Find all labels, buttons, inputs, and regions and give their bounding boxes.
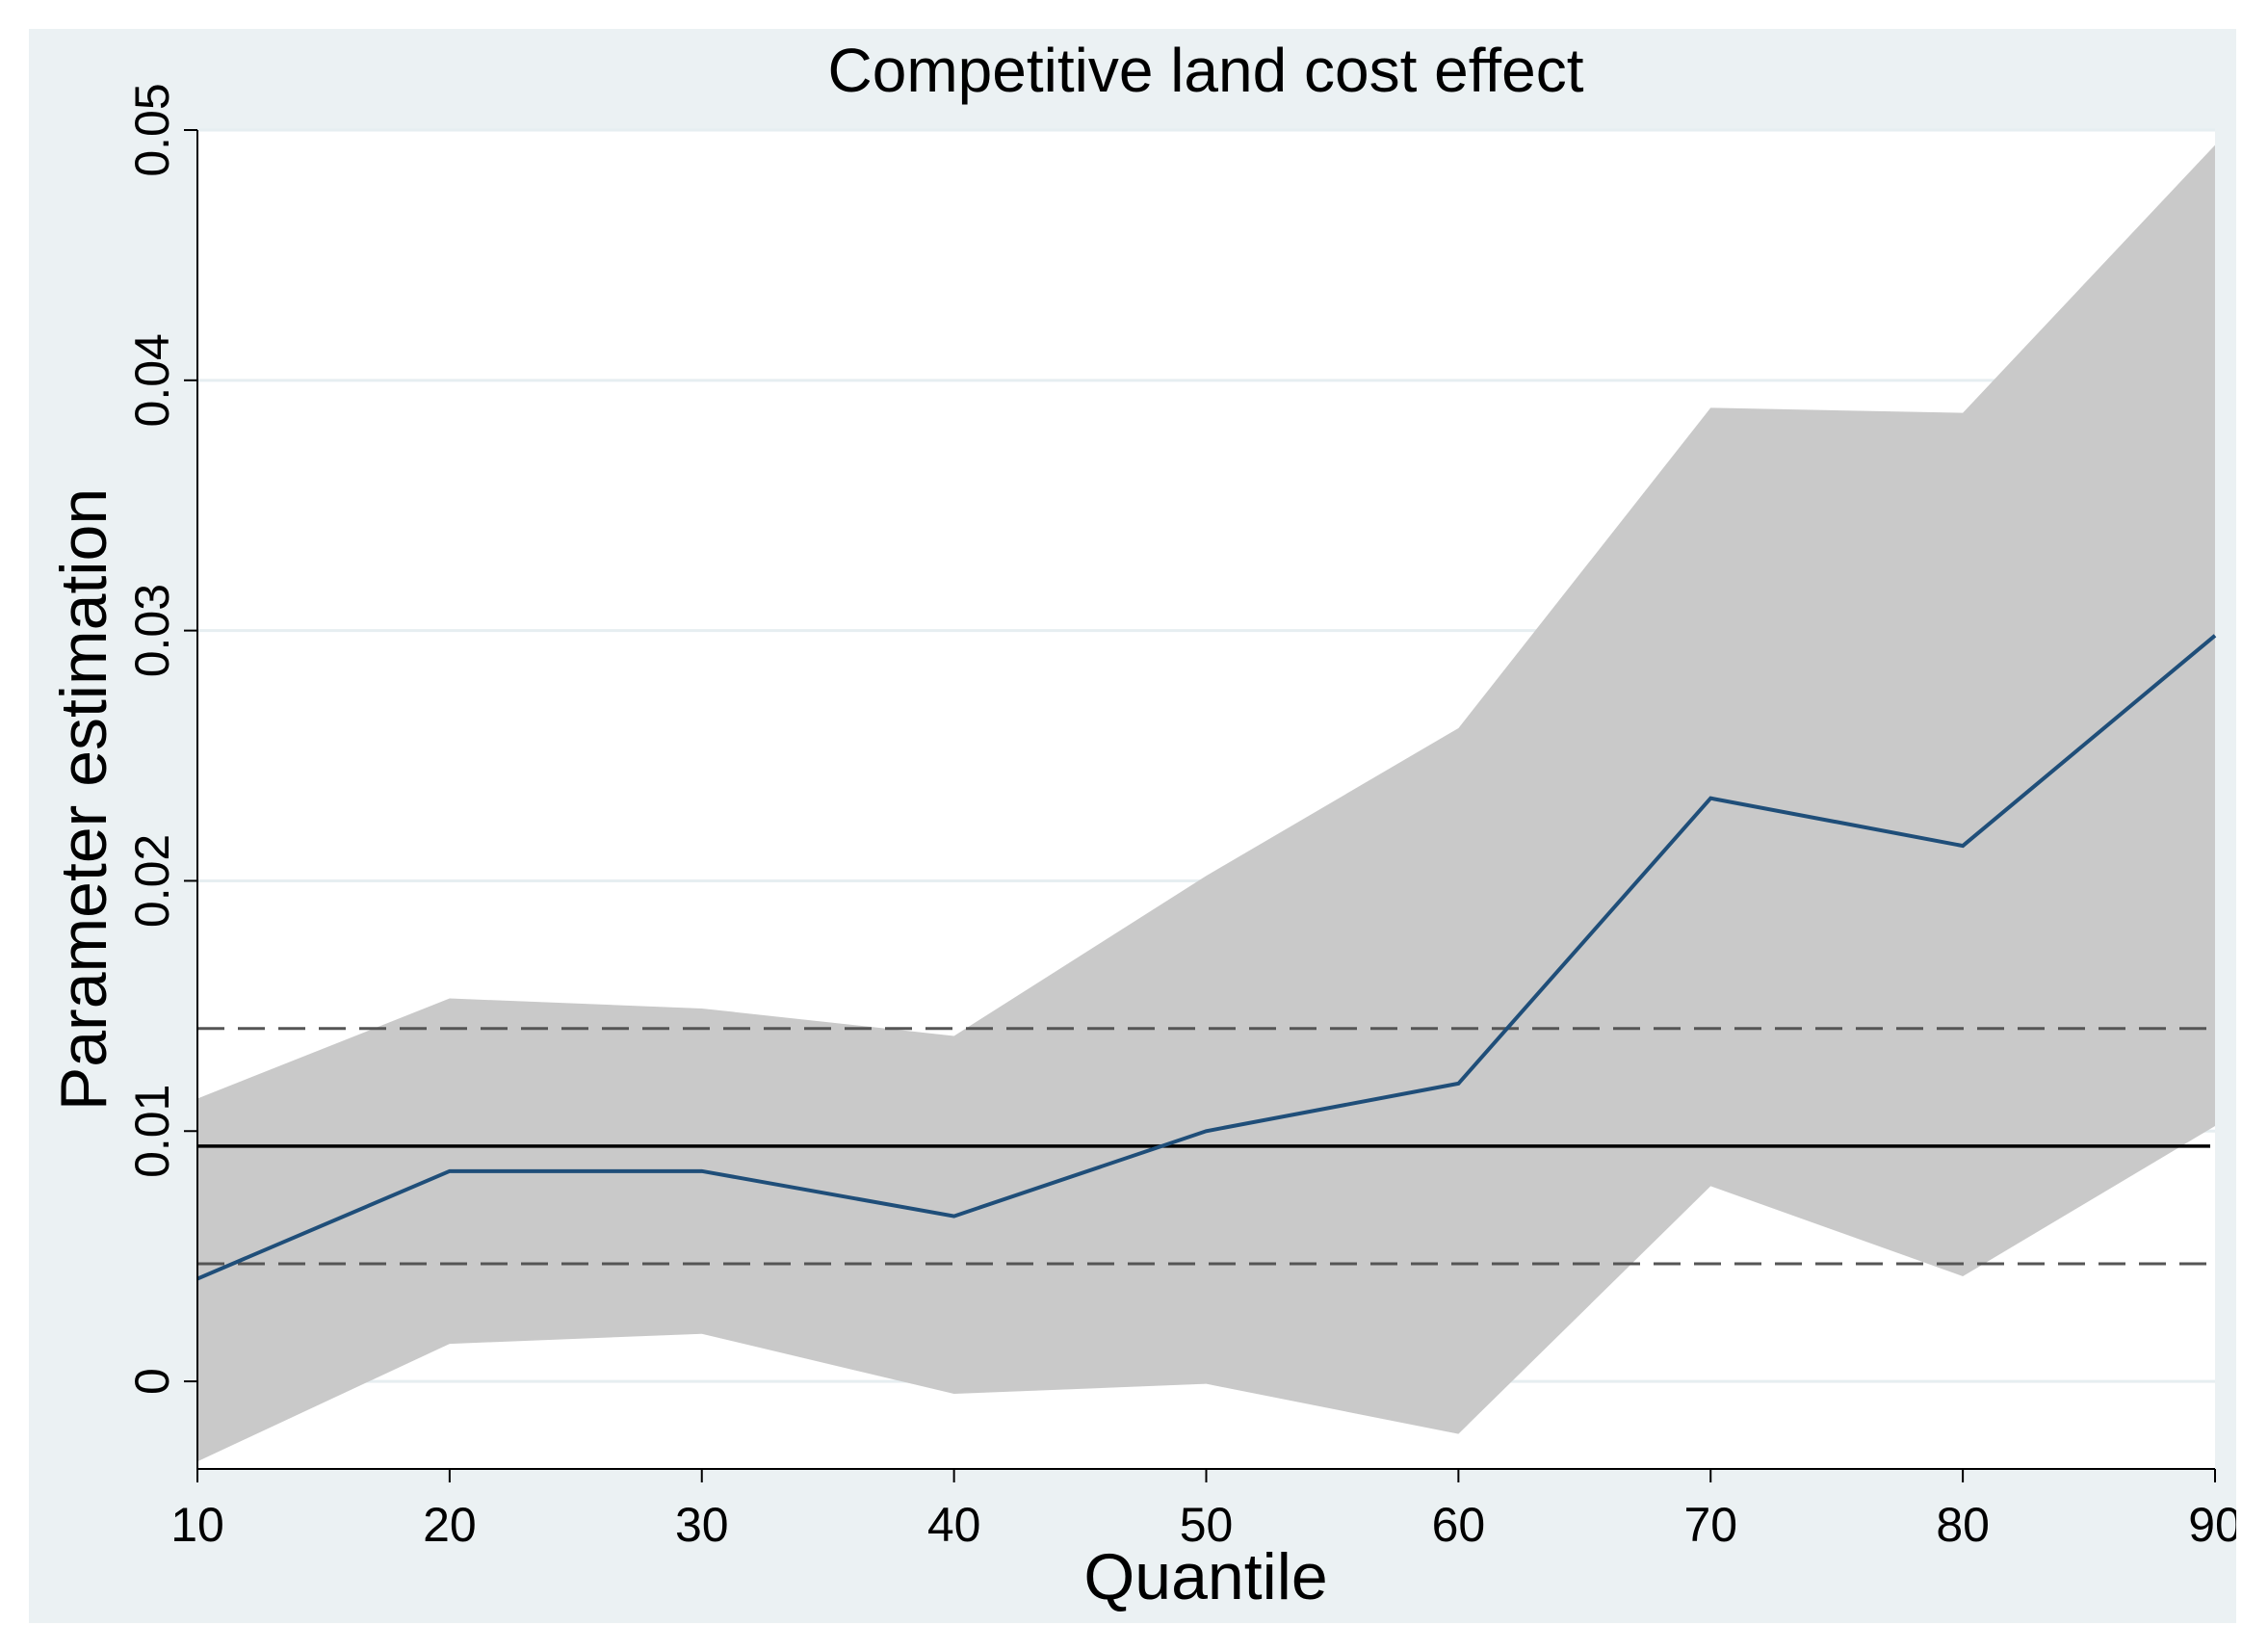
ticks: 10 20 30 40 50 60 70 80 90 0 0.01 0.02 0.03 0.04 0.05 xyxy=(125,83,2242,1552)
confidence-band xyxy=(197,144,2215,1462)
y-tick-label-3: 0.03 xyxy=(125,584,179,677)
x-tick-label-4: 50 xyxy=(1180,1498,1234,1552)
x-axis-title: Quantile xyxy=(1083,1540,1327,1613)
y-tick-label-0: 0 xyxy=(125,1368,179,1395)
reference-lines-layer xyxy=(197,1027,2210,1266)
x-tick-label-6: 70 xyxy=(1683,1498,1737,1552)
x-tick-label-7: 80 xyxy=(1936,1498,1990,1552)
chart-frame: 10 20 30 40 50 60 70 80 90 0 0.01 0.02 0.03 0.04 0.05 … xyxy=(29,29,2242,1623)
x-tick-label-1: 20 xyxy=(423,1498,477,1552)
y-tick-label-4: 0.04 xyxy=(125,333,179,427)
y-tick-label-5: 0.05 xyxy=(125,83,179,176)
chart-title: Competitive land cost effect xyxy=(828,36,1584,105)
x-tick-label-3: 40 xyxy=(927,1498,981,1552)
series-layer xyxy=(196,634,2217,1281)
chart: 10 20 30 40 50 60 70 80 9000.010.020.030.040.05 … xyxy=(47,36,2242,1613)
x-tick-label-8: 90 xyxy=(2188,1498,2236,1552)
x-tick-label-2: 30 xyxy=(675,1498,729,1552)
x-tick-label-0: 10 xyxy=(170,1498,224,1552)
y-tick-label-2: 0.02 xyxy=(125,834,179,928)
series-line-0 xyxy=(196,634,2217,1281)
y-axis-title: Parameter estimation xyxy=(47,488,120,1111)
y-tick-label-1: 0.01 xyxy=(125,1085,179,1178)
confidence-band-layer xyxy=(197,144,2215,1462)
x-tick-label-5: 60 xyxy=(1432,1498,1486,1552)
